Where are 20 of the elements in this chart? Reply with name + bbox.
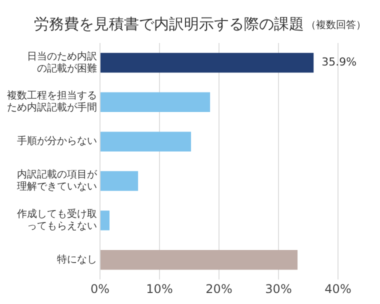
x-tick-label: 10% — [146, 282, 173, 296]
y-tick-label: 手順が分からない — [17, 135, 97, 148]
bar — [100, 52, 314, 73]
y-tick-label: 特になし — [57, 253, 97, 266]
bar — [100, 250, 298, 270]
x-tick-label: 0% — [90, 282, 110, 296]
bar — [100, 92, 210, 112]
y-tick-label: 作成しても受け取ってもらえない — [16, 208, 97, 232]
bar — [100, 132, 192, 152]
y-tick-label: 内訳記載の項目が理解できていない — [17, 168, 98, 193]
y-tick-label: 日当のため内訳の記載が困難 — [27, 50, 97, 74]
y-tick-label: 複数工程を担当するため内訳記載が手間 — [7, 90, 97, 114]
bar — [100, 171, 138, 191]
x-tick-label: 20% — [206, 282, 232, 296]
x-tick-label: 30% — [265, 282, 292, 296]
chart-subtitle: （複数回答） — [306, 18, 366, 32]
x-tick-label: 40% — [324, 282, 352, 296]
bar — [100, 210, 110, 230]
chart-title: 労務費を見積書で内訳明示する際の課題 — [34, 15, 304, 34]
data-label: 35.9% — [322, 56, 357, 69]
